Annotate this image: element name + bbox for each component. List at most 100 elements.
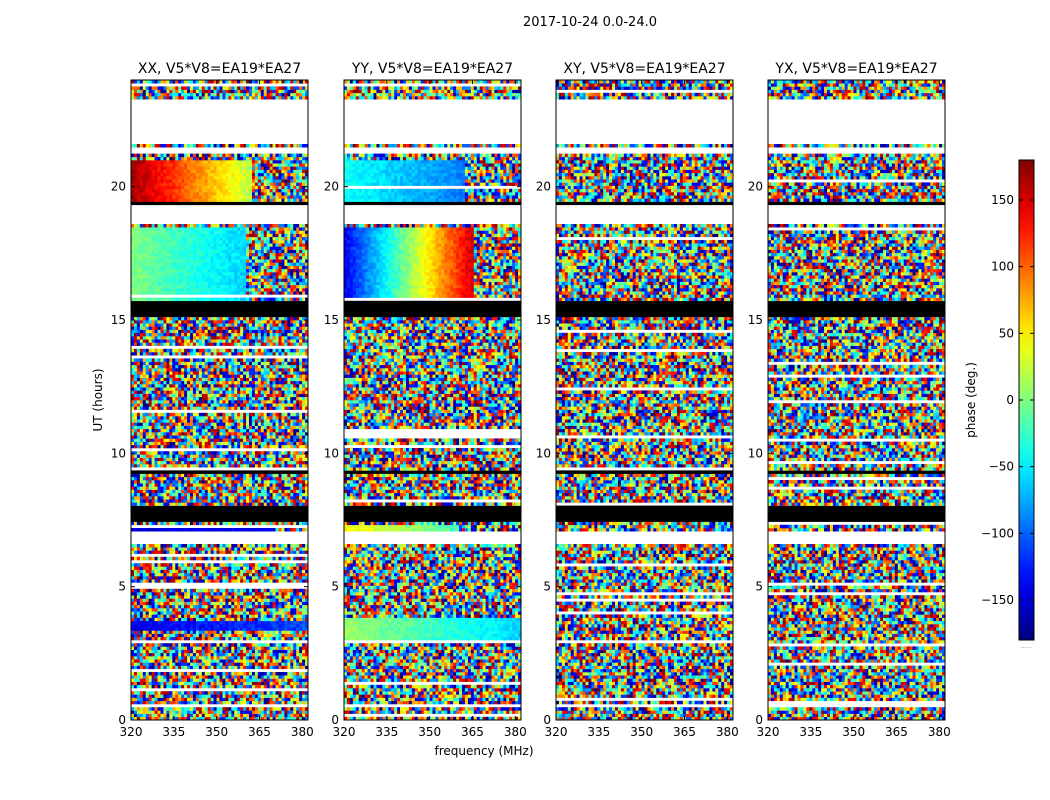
- heatmap-cell: [254, 550, 259, 554]
- heatmap-cell: [305, 656, 309, 660]
- heatmap-cell: [213, 569, 217, 574]
- heatmap-cell: [240, 521, 244, 526]
- heatmap-cell: [154, 492, 158, 497]
- heatmap-cell: [160, 569, 164, 574]
- heatmap-cell: [281, 684, 285, 689]
- heatmap-cell: [240, 406, 244, 410]
- heatmap-cell: [136, 403, 141, 407]
- heatmap-cell: [160, 460, 164, 465]
- heatmap-cell: [225, 649, 229, 654]
- heatmap-cell: [201, 387, 206, 391]
- heatmap-cell: [260, 700, 265, 705]
- heatmap-cell: [293, 396, 297, 401]
- heatmap-cell: [195, 620, 200, 625]
- heatmap-cell: [172, 608, 176, 612]
- heatmap-cell: [131, 492, 135, 497]
- heatmap-cell: [246, 416, 250, 420]
- heatmap-cell: [278, 438, 282, 442]
- heatmap-cell: [240, 614, 244, 618]
- heatmap-cell: [142, 502, 147, 506]
- heatmap-cell: [210, 659, 214, 663]
- heatmap-cell: [181, 419, 185, 423]
- heatmap-cell: [160, 550, 164, 554]
- heatmap-cell: [169, 672, 173, 676]
- heatmap-cell: [216, 489, 220, 494]
- heatmap-cell: [131, 700, 135, 705]
- heatmap-cell: [157, 425, 161, 430]
- heatmap-cell: [133, 636, 138, 641]
- heatmap-cell: [293, 595, 297, 599]
- heatmap-cell: [275, 396, 279, 401]
- heatmap-cell: [210, 643, 214, 647]
- heatmap-cell: [302, 630, 306, 634]
- heatmap-cell: [287, 396, 291, 401]
- heatmap-cell: [131, 521, 135, 526]
- heatmap-cell: [246, 457, 250, 462]
- heatmap-cell: [272, 566, 276, 570]
- heatmap-cell: [139, 652, 144, 657]
- heatmap-cell: [234, 611, 238, 615]
- heatmap-cell: [210, 547, 214, 551]
- heatmap-cell: [184, 473, 188, 478]
- heatmap-cell: [142, 544, 147, 548]
- heatmap-cell: [222, 390, 226, 394]
- heatmap-cell: [257, 528, 262, 532]
- heatmap-cell: [263, 624, 267, 628]
- heatmap-cell: [260, 425, 265, 430]
- heatmap-cell: [148, 454, 152, 458]
- heatmap-cell: [254, 633, 259, 638]
- heatmap-cell: [213, 544, 217, 548]
- heatmap-cell: [275, 604, 279, 609]
- heatmap-cell: [192, 528, 197, 532]
- heatmap-cell: [154, 416, 158, 420]
- heatmap-cell: [163, 713, 167, 718]
- heatmap-cell: [219, 416, 223, 420]
- heatmap-cell: [207, 678, 211, 682]
- heatmap-cell: [139, 496, 144, 500]
- heatmap-cell: [269, 563, 273, 567]
- heatmap-cell: [210, 656, 214, 660]
- heatmap-cell: [290, 473, 294, 478]
- heatmap-cell: [198, 480, 203, 484]
- heatmap-cell: [133, 697, 138, 702]
- heatmap-cell: [260, 697, 265, 702]
- heatmap-cell: [154, 691, 158, 695]
- heatmap-cell: [246, 649, 250, 654]
- heatmap-cell: [195, 384, 200, 388]
- heatmap-cell: [284, 563, 288, 567]
- heatmap-cell: [136, 694, 141, 698]
- heatmap-cell: [154, 649, 158, 654]
- heatmap-cell: [305, 441, 309, 446]
- heatmap-cell: [166, 656, 170, 660]
- heatmap-cell: [281, 630, 285, 634]
- heatmap-cell: [287, 636, 291, 641]
- heatmap-cell: [278, 556, 282, 561]
- heatmap-cell: [260, 393, 265, 398]
- heatmap-cell: [219, 665, 223, 670]
- heatmap-cell: [228, 665, 232, 670]
- heatmap-cell: [222, 707, 226, 711]
- heatmap-cell: [275, 691, 279, 695]
- heatmap-cell: [190, 691, 194, 695]
- heatmap-cell: [181, 672, 185, 676]
- heatmap-cell: [228, 528, 232, 532]
- heatmap-cell: [251, 441, 256, 446]
- heatmap-cell: [305, 499, 309, 503]
- heatmap-cell: [154, 598, 158, 602]
- heatmap-cell: [178, 665, 182, 670]
- heatmap-cell: [231, 630, 235, 634]
- heatmap-cell: [154, 460, 158, 465]
- heatmap-cell: [142, 387, 147, 391]
- heatmap-cell: [240, 390, 244, 394]
- heatmap-cell: [251, 544, 256, 548]
- heatmap-cell: [184, 569, 188, 574]
- heatmap-cell: [266, 480, 270, 484]
- heatmap-cell: [240, 569, 244, 574]
- heatmap-cell: [142, 476, 147, 481]
- heatmap-cell: [175, 595, 179, 599]
- heatmap-cell: [175, 675, 179, 679]
- heatmap-cell: [163, 441, 167, 446]
- heatmap-cell: [260, 636, 265, 641]
- heatmap-cell: [231, 614, 235, 618]
